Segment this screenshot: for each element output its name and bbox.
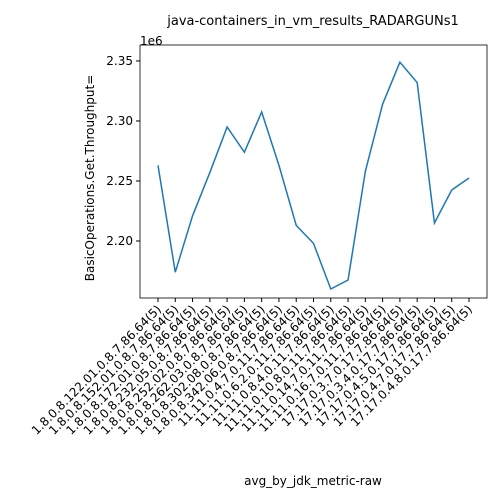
y-axis-label: BasicOperations.Get.Throughput= — [83, 75, 97, 282]
y-tick-label: 2.35 — [106, 54, 133, 68]
y-tick-label: 2.20 — [106, 234, 133, 248]
line-series — [157, 60, 470, 291]
y-offset-label: 1e6 — [140, 34, 163, 48]
chart-title: java-containers_in_vm_results_RADARGUNs1 — [166, 14, 459, 29]
y-tick-label: 2.30 — [106, 114, 133, 128]
y-tick-label: 2.25 — [106, 174, 133, 188]
plot-frame — [139, 44, 488, 299]
x-axis-label: avg_by_jdk_metric-raw — [244, 474, 382, 488]
